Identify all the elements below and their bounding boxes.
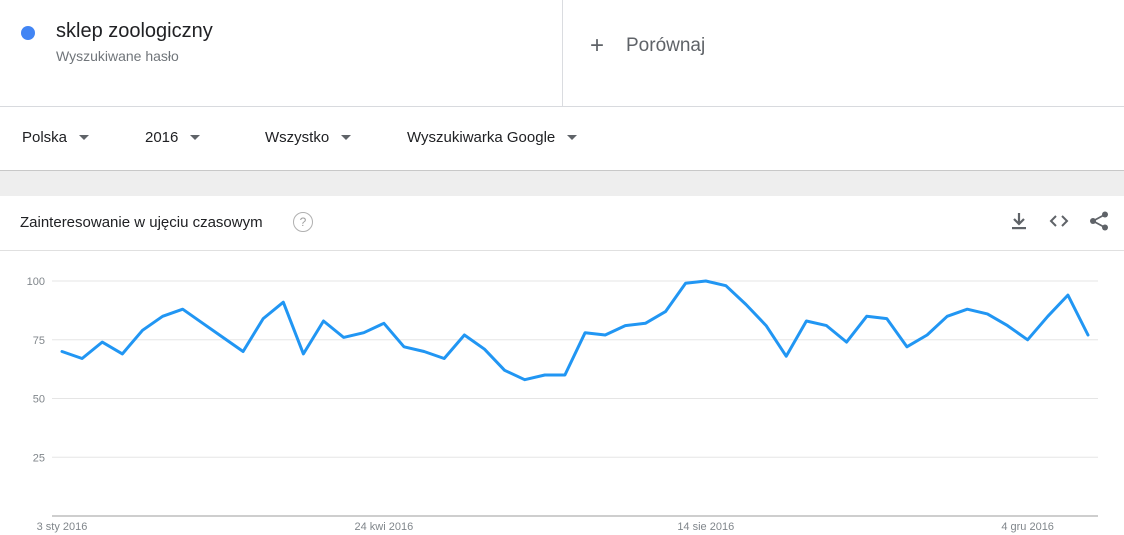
time-range-value: 2016 (145, 129, 179, 146)
data-point[interactable] (863, 312, 871, 320)
search-type-value: Wyszukiwarka Google (407, 129, 556, 146)
y-tick-label: 25 (33, 452, 45, 464)
term-color-dot (21, 26, 35, 40)
data-point[interactable] (460, 331, 468, 339)
vertical-divider (562, 0, 563, 106)
y-tick-label: 75 (33, 335, 45, 347)
data-point[interactable] (360, 329, 368, 337)
data-point[interactable] (279, 298, 287, 306)
data-point[interactable] (1044, 312, 1052, 320)
data-point[interactable] (883, 315, 891, 323)
data-point[interactable] (239, 348, 247, 356)
data-point[interactable] (501, 366, 509, 374)
data-point[interactable] (299, 350, 307, 358)
data-point[interactable] (1084, 331, 1092, 339)
data-point[interactable] (159, 312, 167, 320)
filter-bar: Polska 2016 Wszystko Wyszukiwarka Google (0, 107, 1124, 171)
search-type-dropdown[interactable]: Wyszukiwarka Google (407, 129, 578, 146)
card-title: Zainteresowanie w ujęciu czasowym (20, 214, 263, 231)
caret-down-icon (341, 135, 352, 140)
share-icon[interactable] (1088, 210, 1110, 232)
data-point[interactable] (702, 277, 710, 285)
data-point[interactable] (521, 376, 529, 384)
data-point[interactable] (822, 322, 830, 330)
x-tick-label: 24 kwi 2016 (355, 521, 414, 533)
compare-label: Porównaj (626, 35, 706, 56)
download-icon[interactable] (1008, 210, 1030, 232)
data-point[interactable] (219, 333, 227, 341)
data-point[interactable] (802, 317, 810, 325)
caret-down-icon (567, 135, 578, 140)
x-tick-label: 14 sie 2016 (677, 521, 734, 533)
data-point[interactable] (98, 338, 106, 346)
plus-icon: + (590, 32, 605, 59)
line-chart: 100 75 50 25 3 sty 2016 24 kwi 2016 14 sie 201… (27, 276, 1098, 533)
data-point[interactable] (843, 338, 851, 346)
time-range-dropdown[interactable]: 2016 (145, 129, 201, 146)
category-dropdown[interactable]: Wszystko (265, 129, 352, 146)
data-point[interactable] (58, 348, 66, 356)
x-tick-label: 4 gru 2016 (1001, 521, 1054, 533)
data-point[interactable] (480, 345, 488, 353)
data-point[interactable] (1064, 291, 1072, 299)
y-tick-label: 100 (27, 276, 45, 288)
data-point[interactable] (641, 319, 649, 327)
data-point[interactable] (983, 310, 991, 318)
help-icon[interactable]: ? (293, 212, 313, 232)
data-point[interactable] (923, 331, 931, 339)
caret-down-icon (190, 135, 201, 140)
data-point[interactable] (903, 343, 911, 351)
search-term-subtitle: Wyszukiwane hasło (56, 48, 179, 64)
country-dropdown[interactable]: Polska (22, 129, 90, 146)
data-point[interactable] (320, 317, 328, 325)
data-point[interactable] (963, 305, 971, 313)
caret-down-icon (79, 135, 90, 140)
data-point[interactable] (138, 326, 146, 334)
y-tick-label: 50 (33, 394, 45, 406)
data-point[interactable] (78, 355, 86, 363)
search-term-card: sklep zoologiczny Wyszukiwane hasło + Po… (0, 0, 1124, 107)
data-point[interactable] (943, 312, 951, 320)
embed-icon[interactable] (1048, 210, 1070, 232)
data-point[interactable] (118, 350, 126, 358)
data-point[interactable] (742, 301, 750, 309)
data-point[interactable] (561, 371, 569, 379)
data-point[interactable] (259, 315, 267, 323)
search-term-title[interactable]: sklep zoologiczny (56, 20, 213, 42)
data-point[interactable] (380, 319, 388, 327)
data-point[interactable] (782, 352, 790, 360)
data-point[interactable] (581, 329, 589, 337)
data-point[interactable] (179, 305, 187, 313)
data-point[interactable] (1024, 336, 1032, 344)
compare-button[interactable]: + Porównaj (590, 32, 705, 60)
data-point[interactable] (420, 348, 428, 356)
search-term-box[interactable]: sklep zoologiczny Wyszukiwane hasło (0, 0, 562, 106)
data-point[interactable] (682, 279, 690, 287)
data-point[interactable] (662, 308, 670, 316)
card-header: Zainteresowanie w ujęciu czasowym ? (0, 196, 1124, 251)
data-point[interactable] (440, 355, 448, 363)
data-point[interactable] (762, 322, 770, 330)
data-point[interactable] (340, 333, 348, 341)
series-line[interactable] (60, 279, 1090, 382)
category-value: Wszystko (265, 129, 330, 146)
data-point[interactable] (1004, 322, 1012, 330)
data-point[interactable] (400, 343, 408, 351)
data-point[interactable] (601, 331, 609, 339)
x-tick-label: 3 sty 2016 (37, 521, 88, 533)
country-value: Polska (22, 129, 68, 146)
data-point[interactable] (621, 322, 629, 330)
section-gap (0, 171, 1124, 196)
data-point[interactable] (722, 282, 730, 290)
interest-over-time-card: Zainteresowanie w ujęciu czasowym ? 100 7… (0, 196, 1124, 535)
data-point[interactable] (199, 319, 207, 327)
data-point[interactable] (541, 371, 549, 379)
